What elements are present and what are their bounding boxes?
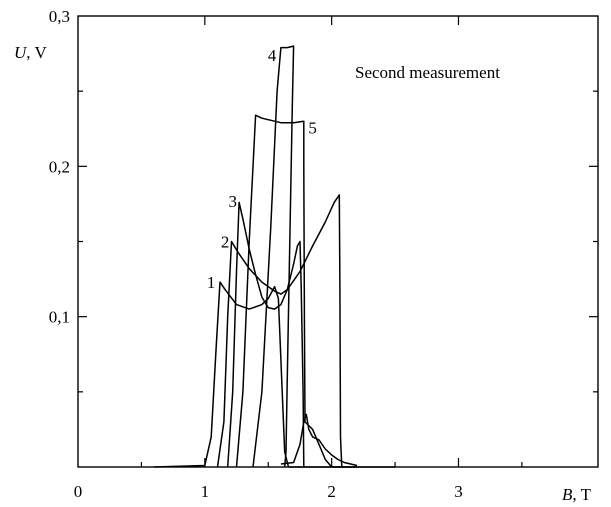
curve-label-5: 5: [308, 118, 317, 137]
x-tick-label: 2: [327, 482, 336, 501]
curve-tail: [280, 413, 358, 467]
axes-frame: [77, 15, 599, 468]
curve-2: [216, 194, 343, 468]
annotation-second-measurement: Second measurement: [355, 63, 500, 82]
y-axis-title: U, V: [14, 43, 47, 62]
curve-1: [154, 281, 396, 468]
ticks-group: [78, 16, 598, 467]
curve-label-4: 4: [268, 46, 277, 65]
axes-group: [77, 15, 599, 468]
y-tick-label: 0,1: [49, 308, 70, 327]
y-tick-label: 0,2: [49, 157, 70, 176]
curve-label-3: 3: [228, 192, 237, 211]
curve-label-1: 1: [207, 273, 216, 292]
x-axis-title: B, T: [562, 485, 592, 504]
x-tick-label: 0: [74, 482, 83, 501]
tick-labels-group: 0 1 2 3 0,1 0,2 0,3: [49, 7, 463, 501]
curve-labels-group: 1 2 3 4 5: [207, 46, 317, 292]
curve-label-2: 2: [221, 233, 230, 252]
curves-group: [154, 45, 396, 468]
x-axis-unit: , T: [572, 485, 591, 504]
curve-3: [226, 201, 305, 468]
curve-4: [235, 114, 357, 468]
y-axis-symbol: U: [14, 43, 28, 62]
y-axis-unit: , V: [26, 43, 47, 62]
y-tick-label: 0,3: [49, 7, 70, 26]
curve-5: [252, 45, 295, 468]
x-tick-label: 3: [454, 482, 463, 501]
x-tick-label: 1: [201, 482, 210, 501]
x-axis-symbol: B: [562, 485, 573, 504]
